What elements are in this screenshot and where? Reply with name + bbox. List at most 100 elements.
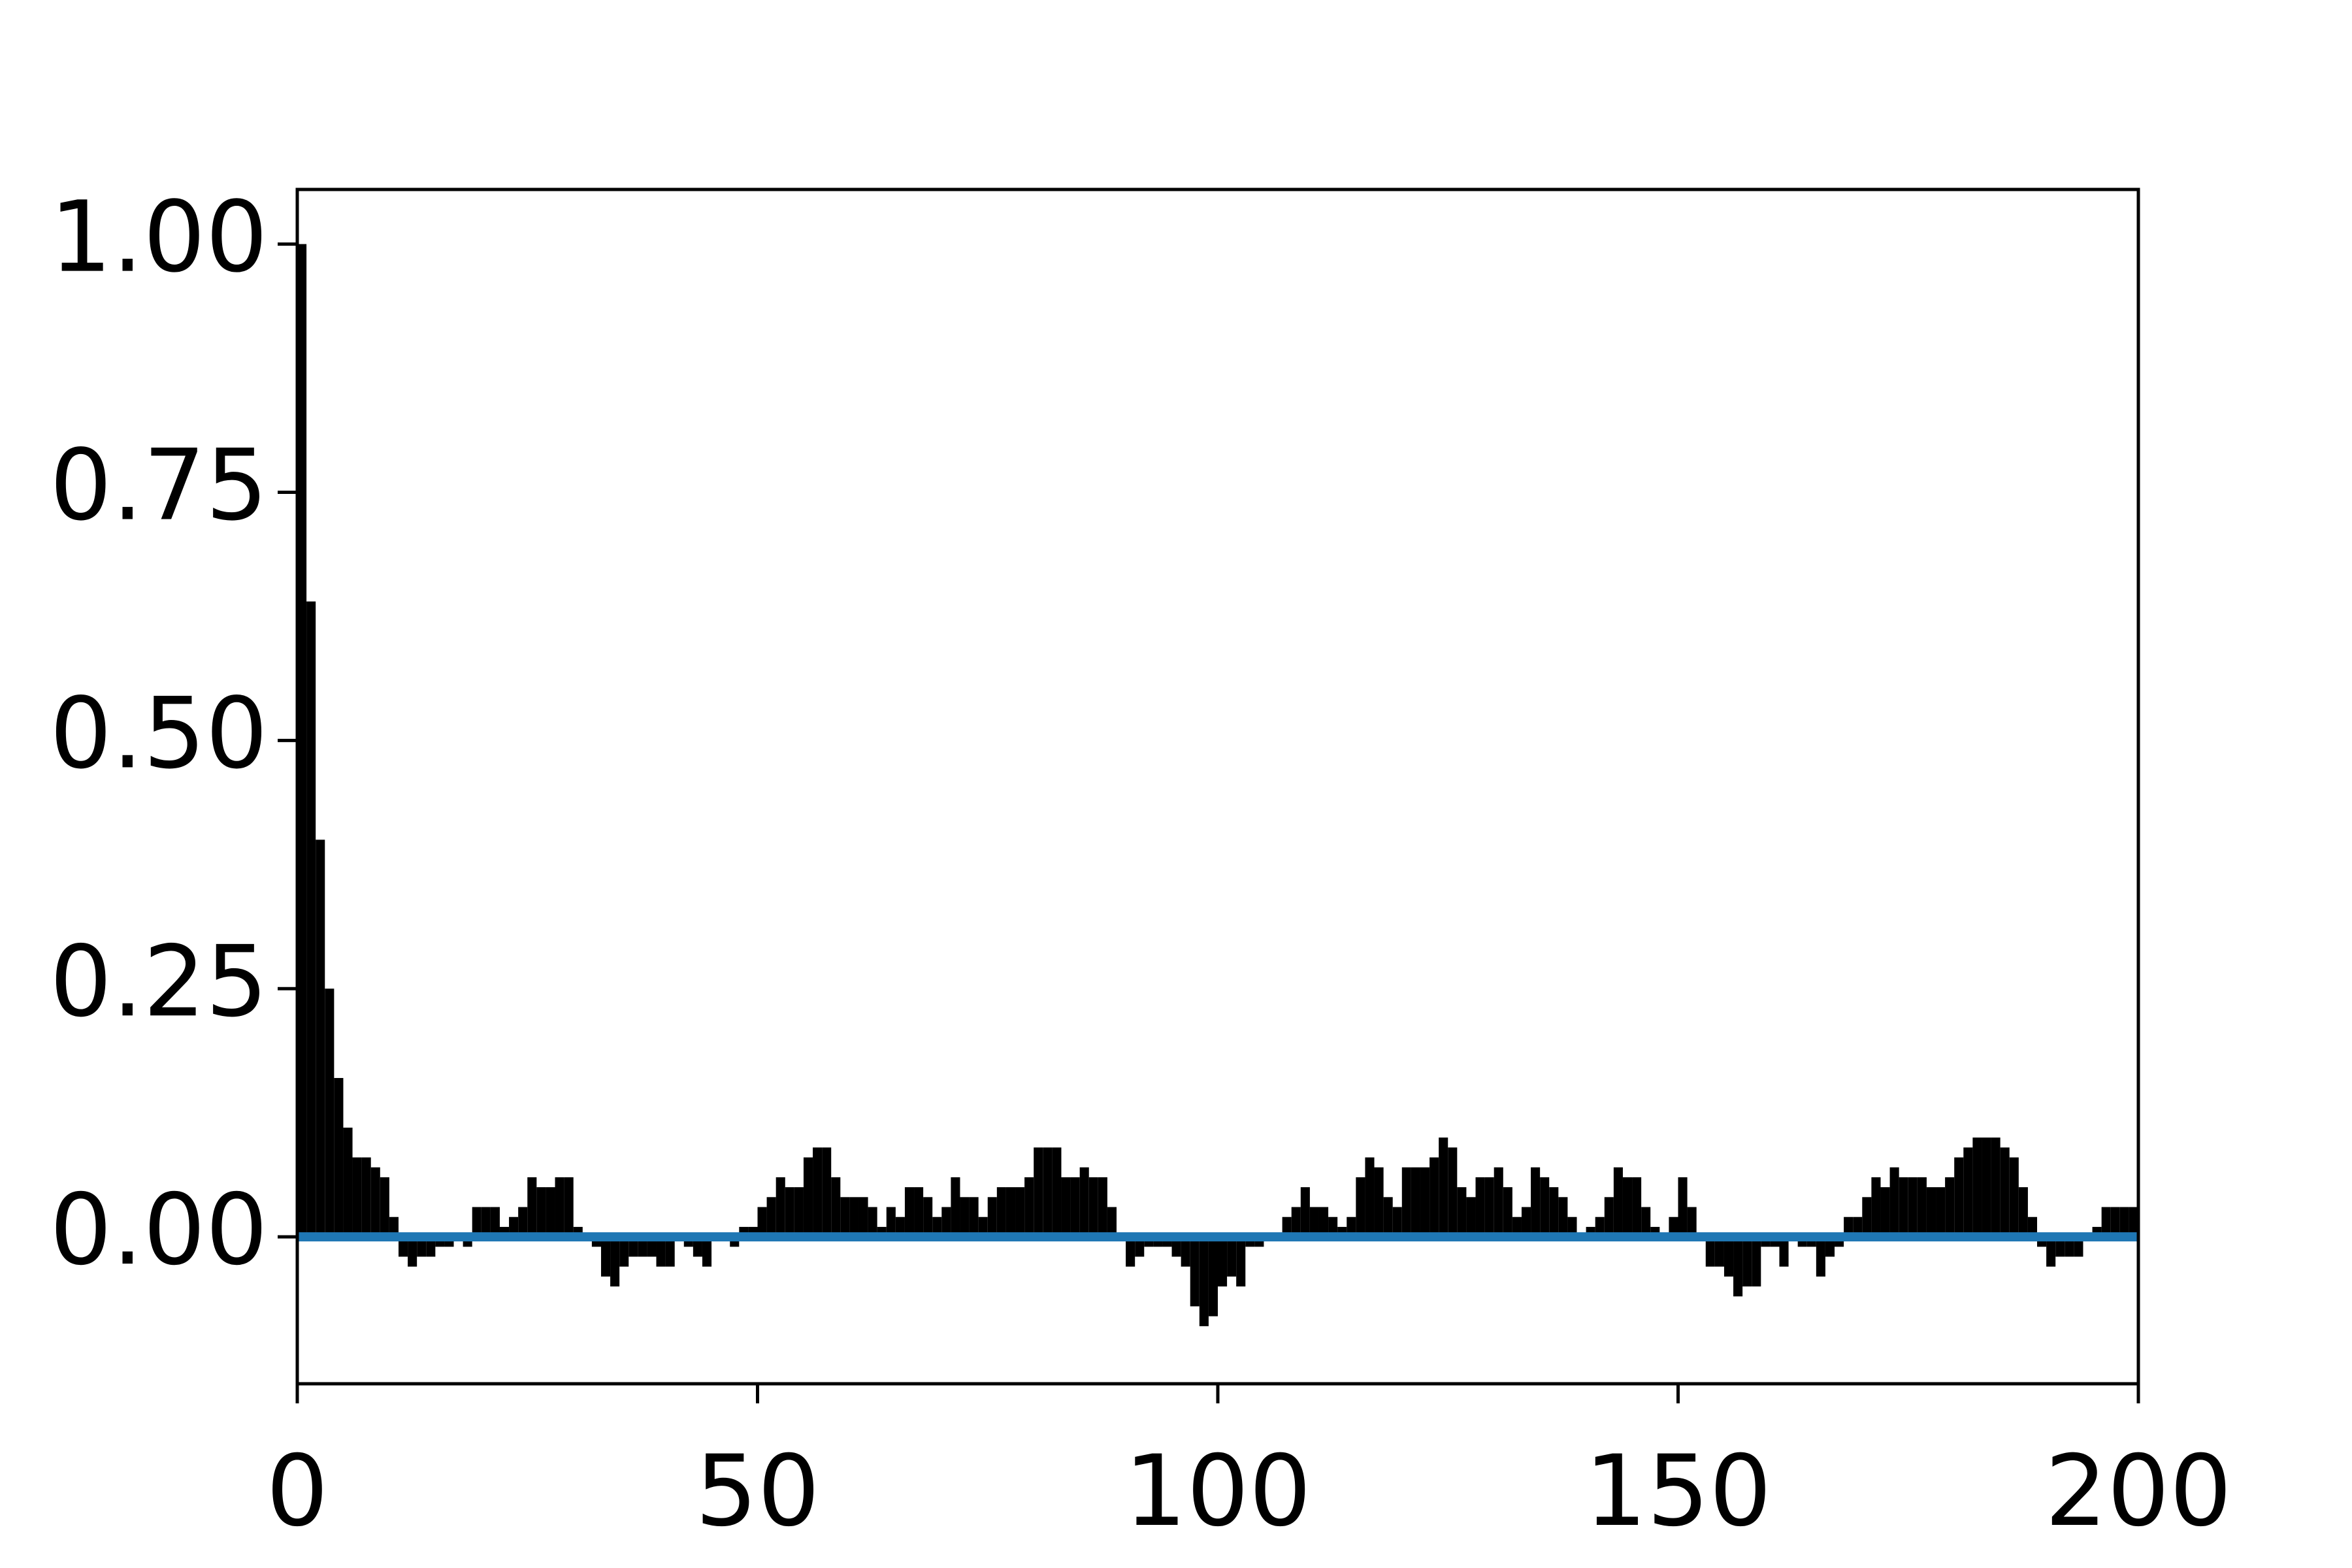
bar (1779, 1237, 1789, 1267)
bar (1439, 1137, 1448, 1237)
bar (1411, 1167, 1420, 1237)
bar (1475, 1177, 1485, 1237)
bar (1613, 1167, 1623, 1237)
bar (1723, 1237, 1734, 1277)
bar (297, 244, 307, 1237)
bar (1844, 1217, 1854, 1237)
bar (1963, 1147, 1973, 1237)
bar (629, 1237, 638, 1257)
bar (1190, 1237, 1200, 1307)
bar (1733, 1237, 1743, 1297)
bar (1291, 1207, 1301, 1237)
bar (1908, 1177, 1918, 1237)
bar (1208, 1237, 1218, 1316)
bar (1318, 1207, 1329, 1237)
bar (306, 601, 316, 1237)
bar (656, 1237, 666, 1267)
x-tick-label: 50 (695, 1435, 820, 1548)
bar (831, 1177, 841, 1237)
bar (610, 1237, 620, 1287)
bar (776, 1177, 785, 1237)
bar (1945, 1177, 1955, 1237)
bar (1448, 1147, 1458, 1237)
bar (822, 1147, 832, 1237)
bar (1429, 1157, 1439, 1237)
bar (1742, 1237, 1752, 1287)
bar (1024, 1177, 1034, 1237)
bar (1079, 1167, 1089, 1237)
bar (509, 1217, 519, 1237)
bar (794, 1187, 804, 1237)
bar (619, 1237, 629, 1267)
x-tick-label: 200 (2045, 1435, 2232, 1548)
bar (1098, 1177, 1107, 1237)
bar (490, 1207, 500, 1237)
bar (1595, 1217, 1605, 1237)
bar (803, 1157, 813, 1237)
bar (555, 1177, 564, 1237)
bar (978, 1217, 988, 1237)
bar (417, 1237, 427, 1257)
bar (1558, 1197, 1568, 1237)
bar (2018, 1187, 2028, 1237)
bar (1328, 1217, 1338, 1237)
bar (840, 1197, 850, 1237)
bar (665, 1237, 675, 1267)
bar (2074, 1237, 2083, 1257)
bar (1899, 1177, 1908, 1237)
bar (1227, 1237, 1237, 1277)
bar (1181, 1237, 1190, 1267)
bar (1484, 1177, 1494, 1237)
bar (1282, 1217, 1292, 1237)
bar (1622, 1177, 1633, 1237)
bar (868, 1207, 877, 1237)
bar (408, 1237, 417, 1267)
bar (1714, 1237, 1724, 1267)
bar (1540, 1177, 1550, 1237)
bar (2009, 1157, 2019, 1237)
bar (923, 1197, 933, 1237)
bar (600, 1237, 611, 1277)
bar (316, 840, 325, 1237)
bar (2119, 1207, 2129, 1237)
bar (1917, 1177, 1927, 1237)
x-tick-label: 150 (1584, 1435, 1771, 1548)
bar (757, 1207, 767, 1237)
bar (1991, 1137, 2001, 1237)
y-tick-label: 0.50 (50, 677, 268, 791)
bar (2027, 1217, 2038, 1237)
bar (1126, 1237, 1135, 1267)
bar (638, 1237, 647, 1257)
bar (481, 1207, 491, 1237)
bar (1052, 1147, 1062, 1237)
bar (987, 1197, 997, 1237)
bar (1309, 1207, 1319, 1237)
bar (849, 1197, 859, 1237)
bar (951, 1177, 960, 1237)
bar (1549, 1187, 1559, 1237)
bar (1061, 1177, 1071, 1237)
bar (1862, 1197, 1872, 1237)
bar (941, 1207, 951, 1237)
bar (1982, 1137, 1991, 1237)
bar (472, 1207, 482, 1237)
y-tick-label: 0.25 (50, 925, 268, 1039)
bar (389, 1217, 399, 1237)
bar (1365, 1157, 1375, 1237)
bar (1669, 1217, 1678, 1237)
bar (914, 1187, 924, 1237)
bar (996, 1187, 1006, 1237)
bar (904, 1187, 915, 1237)
bar (334, 1077, 344, 1237)
bar (969, 1197, 979, 1237)
bar (1632, 1177, 1642, 1237)
bar (1853, 1217, 1863, 1237)
bar (2000, 1147, 2010, 1237)
bar (1926, 1187, 1936, 1237)
x-tick-label: 0 (266, 1435, 328, 1548)
bar (1236, 1237, 1246, 1287)
bar (1531, 1167, 1541, 1237)
bar (2110, 1207, 2120, 1237)
bar (1972, 1137, 1982, 1237)
